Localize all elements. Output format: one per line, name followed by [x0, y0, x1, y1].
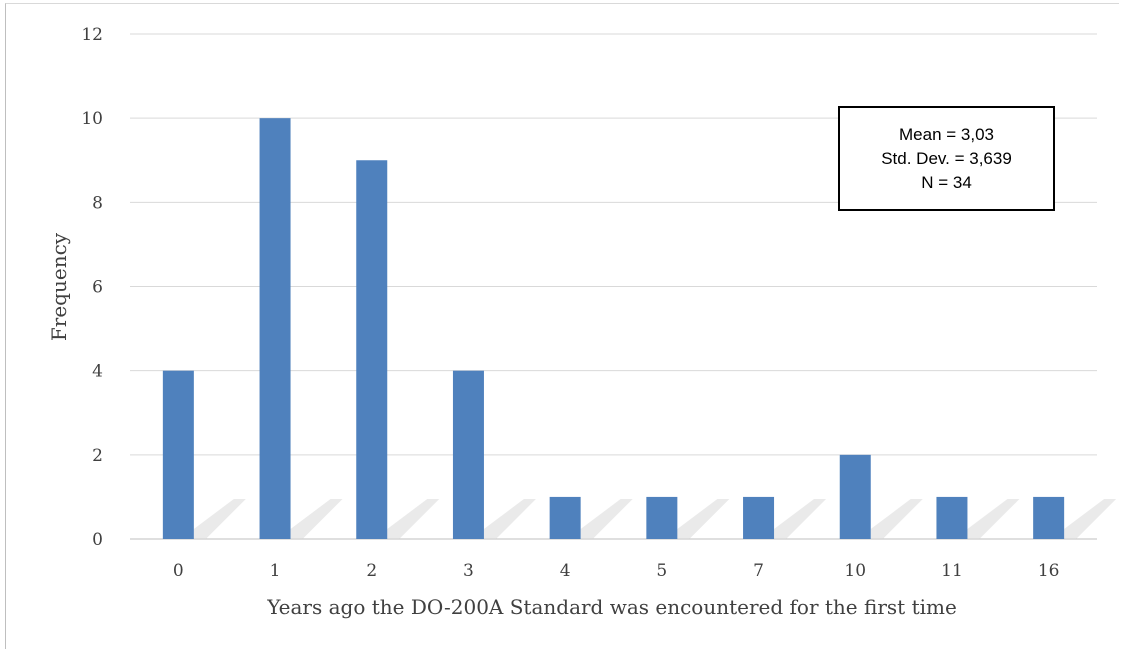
y-tick-label: 0	[92, 530, 103, 550]
x-tick-label: 7	[753, 561, 764, 581]
x-tick-label: 10	[844, 561, 866, 581]
x-tick-labels: 0 1 2 3 4 5 7 10 11 16	[173, 561, 1060, 581]
x-tick-label: 4	[560, 561, 571, 581]
bar-11	[936, 496, 968, 539]
bar-0	[162, 370, 194, 539]
y-tick-labels: 0 2 4 6 8 10 12	[81, 25, 103, 550]
x-tick-label: 0	[173, 561, 184, 581]
bar-16	[1033, 496, 1065, 539]
y-tick-label: 4	[92, 362, 103, 382]
statistics-box: Mean = 3,03 Std. Dev. = 3,639 N = 34	[838, 106, 1055, 211]
bar-5	[646, 496, 678, 539]
bar-shadows	[193, 499, 1117, 539]
bar-shadow	[193, 499, 246, 539]
y-tick-label: 12	[81, 25, 103, 45]
bar-shadow	[1064, 499, 1117, 539]
bar-1	[259, 118, 291, 540]
y-tick-label: 10	[81, 109, 103, 129]
mean-label: Mean = 3,03	[899, 124, 994, 144]
bar-shadow	[580, 499, 633, 539]
std-dev-label: Std. Dev. = 3,639	[881, 148, 1012, 168]
chart-frame	[5, 3, 1119, 649]
x-tick-label: 2	[366, 561, 377, 581]
x-tick-label: 16	[1038, 561, 1060, 581]
bar-shadow	[967, 499, 1020, 539]
x-tick-label: 11	[941, 561, 963, 581]
bar-shadow	[483, 499, 536, 539]
bar-shadow	[290, 499, 343, 539]
bar-10	[839, 454, 871, 539]
y-tick-label: 6	[92, 278, 103, 298]
bar-shadow	[387, 499, 440, 539]
bars	[162, 118, 1065, 540]
y-tick-label: 8	[92, 193, 103, 213]
x-tick-label: 1	[270, 561, 281, 581]
n-label: N = 34	[921, 172, 972, 192]
bar-3	[452, 370, 484, 539]
y-axis-title: Frequency	[47, 232, 71, 341]
x-axis-title: Years ago the DO-200A Standard was encou…	[266, 595, 957, 619]
bar-4	[549, 496, 581, 539]
bar-7	[743, 496, 775, 539]
bar-shadow	[677, 499, 730, 539]
x-tick-label: 5	[656, 561, 667, 581]
bar-2	[356, 160, 388, 539]
bar-shadow	[774, 499, 827, 539]
x-tick-label: 3	[463, 561, 474, 581]
y-tick-label: 2	[92, 446, 103, 466]
bar-shadow	[870, 499, 923, 539]
